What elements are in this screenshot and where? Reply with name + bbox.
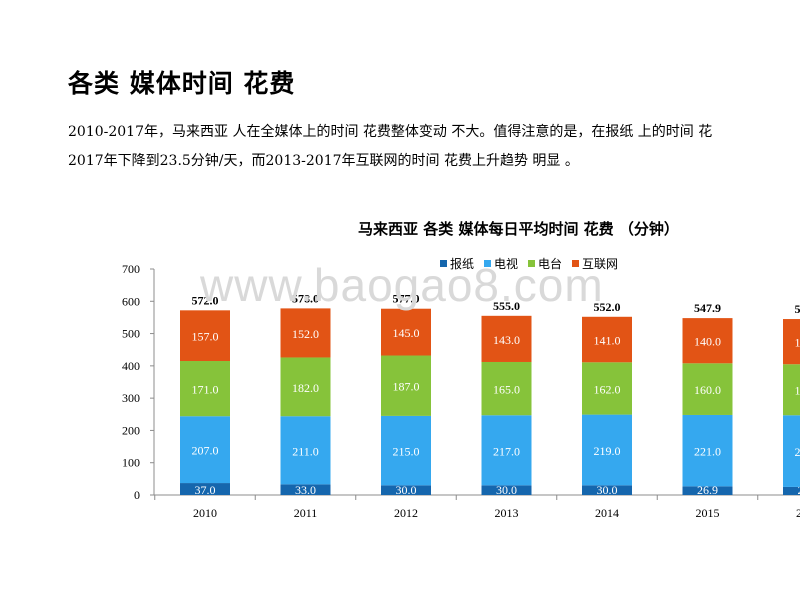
data-label: 140.0: [795, 336, 800, 350]
summary-paragraph-line-2: 2017年下降到23.5分钟/天，而2013-2017年互联网的时间 花费上升趋…: [68, 153, 579, 169]
legend-label-radio: 电台: [538, 257, 563, 271]
legend-swatch-radio: [528, 260, 536, 267]
bar-segment-2016-2: [783, 364, 800, 416]
data-label: 211.0: [292, 444, 319, 458]
data-label: 26.9: [697, 483, 718, 497]
bar-segment-2011-2: [280, 357, 331, 417]
data-label: 187.0: [393, 380, 420, 394]
bar-segment-2016-3: [783, 319, 800, 365]
bar-segment-2010-2: [180, 361, 230, 417]
y-tick-label: 100: [122, 456, 140, 470]
total-label: 555.0: [493, 299, 520, 313]
bar-segment-2015-3: [682, 318, 733, 364]
chart-legend: 报纸 电视 电台 互联网: [440, 255, 618, 272]
bar-segment-2010-1: [180, 416, 230, 484]
bar-segment-2013-3: [481, 315, 532, 362]
bar-segment-2012-2: [381, 355, 431, 416]
x-tick-label: 2011: [294, 506, 318, 520]
data-label: 143.0: [493, 333, 520, 347]
bar-segment-2014-0: [582, 485, 632, 495]
data-label: 219.0: [594, 444, 621, 458]
bar-segment-2011-3: [280, 308, 331, 358]
y-tick-label: 500: [122, 327, 140, 341]
legend-label-internet: 互联网: [582, 257, 619, 271]
total-label: 572.0: [192, 293, 219, 307]
data-label: 222.0: [795, 445, 800, 459]
bar-segment-2016-1: [783, 415, 800, 487]
data-label: 25.0: [798, 483, 800, 497]
data-label: 215.0: [393, 445, 420, 459]
legend-item-newspaper: 报纸: [440, 255, 474, 272]
data-label: 30.0: [597, 483, 618, 497]
data-label: 182.0: [292, 381, 319, 395]
data-label: 160.0: [694, 383, 721, 397]
data-label: 221.0: [694, 445, 721, 459]
chart-title: 马来西亚 各类 媒体每日平均时间 花费 （分钟）: [358, 220, 679, 238]
y-tick-label: 200: [122, 423, 140, 437]
y-tick-label: 0: [134, 488, 140, 502]
total-label: 578.0: [292, 291, 319, 305]
data-label: 33.0: [295, 483, 316, 497]
summary-paragraph-line-1: 2010-2017年，马来西亚 人在全媒体上的时间 花费整体变动 不大。值得注意…: [68, 124, 713, 140]
legend-swatch-tv: [484, 260, 492, 267]
bar-segment-2014-2: [582, 362, 632, 415]
data-label: 165.0: [493, 383, 520, 397]
data-label: 171.0: [192, 383, 219, 397]
total-label: 577.0: [393, 292, 420, 306]
data-label: 37.0: [195, 483, 216, 497]
legend-item-internet: 互联网: [572, 255, 618, 272]
y-tick-label: 700: [122, 262, 140, 276]
data-label: 162.0: [594, 382, 621, 396]
bar-segment-2015-0: [682, 486, 733, 495]
data-label: 140.0: [694, 335, 721, 349]
data-label: 157.0: [192, 330, 219, 344]
bar-segment-2011-1: [280, 416, 331, 485]
total-label: 547.9: [694, 301, 721, 315]
legend-swatch-newspaper: [440, 260, 447, 267]
x-tick-label: 2013: [495, 506, 519, 520]
x-tick-label: 2015: [696, 506, 720, 520]
legend-item-tv: 电视: [484, 255, 518, 272]
y-tick-label: 400: [122, 359, 140, 373]
data-label: 152.0: [292, 327, 319, 341]
bar-segment-2014-3: [582, 316, 632, 363]
bar-segment-2010-0: [180, 483, 230, 495]
bar-segment-2012-0: [381, 485, 431, 495]
bar-segment-2011-0: [280, 484, 331, 495]
x-tick-label: 2016: [796, 506, 800, 520]
data-label: 30.0: [396, 483, 417, 497]
data-label: 217.0: [493, 444, 520, 458]
bar-segment-2013-2: [481, 361, 532, 416]
data-label: 158.0: [795, 384, 800, 398]
bar-segment-2016-0: [783, 486, 800, 495]
x-tick-label: 2014: [595, 506, 619, 520]
page-title: 各类 媒体时间 花费: [68, 69, 296, 98]
legend-item-radio: 电台: [528, 255, 562, 272]
watermark-text: www.baogao8.com: [200, 259, 604, 311]
data-label: 30.0: [496, 483, 517, 497]
legend-swatch-internet: [572, 260, 580, 267]
bar-segment-2013-0: [481, 485, 532, 495]
bar-segment-2014-1: [582, 414, 632, 486]
bar-segment-2012-1: [381, 415, 431, 486]
bar-segment-2010-3: [180, 310, 230, 362]
total-label: 545.0: [795, 302, 800, 316]
y-tick-label: 600: [122, 294, 140, 308]
x-tick-label: 2010: [193, 506, 217, 520]
bar-segment-2015-1: [682, 414, 733, 487]
total-label: 552.0: [594, 300, 621, 314]
bar-segment-2013-1: [481, 415, 532, 486]
data-label: 207.0: [192, 444, 219, 458]
x-tick-label: 2012: [394, 506, 418, 520]
bar-segment-2015-2: [682, 363, 733, 415]
data-label: 141.0: [594, 334, 621, 348]
legend-label-tv: 电视: [494, 257, 519, 271]
y-tick-label: 300: [122, 391, 140, 405]
data-label: 145.0: [393, 326, 420, 340]
legend-label-newspaper: 报纸: [450, 257, 475, 271]
bar-segment-2012-3: [381, 308, 431, 356]
